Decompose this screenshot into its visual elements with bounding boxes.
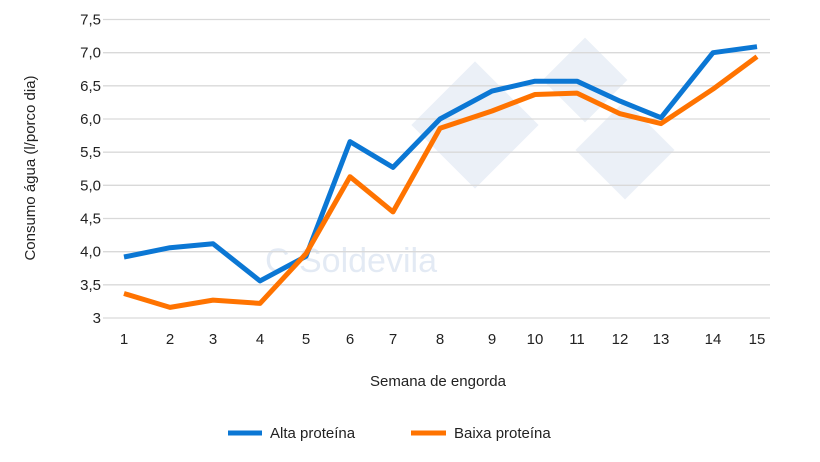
y-tick-label: 3 xyxy=(93,310,101,327)
x-tick-label: 10 xyxy=(527,331,544,348)
watermark-logo xyxy=(411,37,675,200)
x-tick-label: 4 xyxy=(256,331,264,348)
series-line-baixa xyxy=(123,54,759,310)
x-tick-label: 9 xyxy=(488,331,496,348)
x-tick-label: 6 xyxy=(346,331,354,348)
x-tick-label: 14 xyxy=(705,331,722,348)
legend-label-alta: Alta proteína xyxy=(270,425,356,442)
x-tick-label: 8 xyxy=(436,331,444,348)
y-tick-label: 6,5 xyxy=(80,78,101,95)
watermark-text: C Soldevila xyxy=(265,242,437,280)
series-line-alta xyxy=(123,44,758,284)
legend-label-baixa: Baixa proteína xyxy=(454,425,551,442)
x-tick-label: 12 xyxy=(612,331,629,348)
y-tick-label: 7,5 xyxy=(80,12,101,29)
y-axis-label: Consumo água (l/porco dia) xyxy=(22,75,39,260)
y-tick-label: 3,5 xyxy=(80,277,101,294)
legend: Alta proteína Baixa proteína xyxy=(228,425,551,442)
y-tick-label: 4,0 xyxy=(80,244,101,261)
x-tick-label: 11 xyxy=(569,331,585,348)
x-tick-label: 7 xyxy=(389,331,397,348)
x-tick-label: 5 xyxy=(302,331,310,348)
x-tick-label: 13 xyxy=(653,331,670,348)
y-tick-label: 7,0 xyxy=(80,45,101,62)
y-tick-label: 5,0 xyxy=(80,177,101,194)
y-tick-label: 4,5 xyxy=(80,211,101,228)
x-axis-label: Semana de engorda xyxy=(370,373,507,390)
y-tick-label: 5,5 xyxy=(80,144,101,161)
x-tick-label: 1 xyxy=(120,331,128,348)
x-tick-label: 3 xyxy=(209,331,217,348)
x-tick-label: 2 xyxy=(166,331,174,348)
x-tick-label: 15 xyxy=(749,331,766,348)
y-tick-label: 6,0 xyxy=(80,111,101,128)
